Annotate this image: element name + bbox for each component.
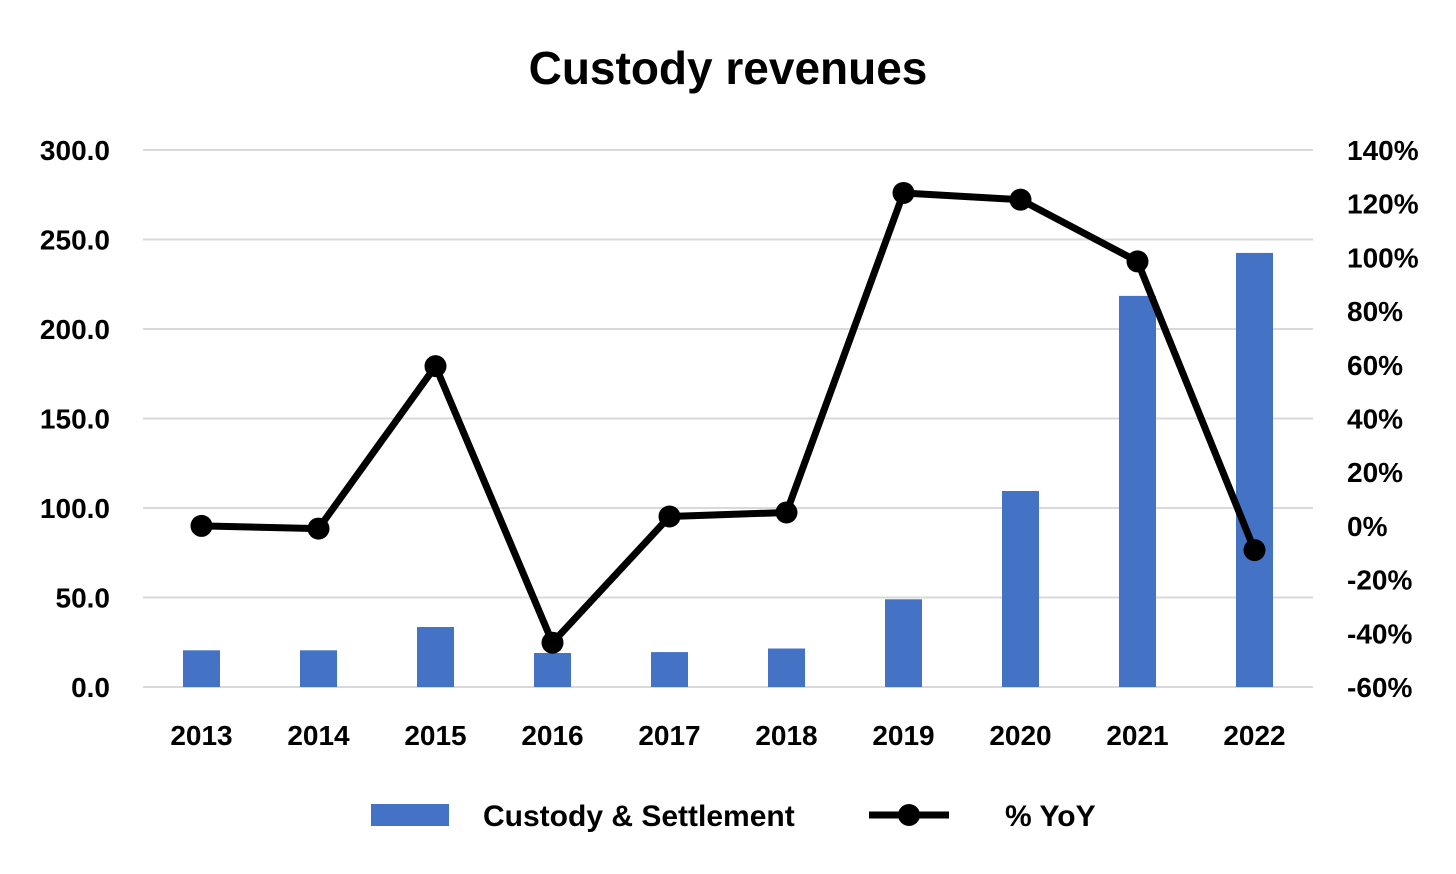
bar-2015 [417, 627, 454, 687]
x-axis-tick-label: 2022 [1223, 720, 1285, 751]
yoy-point-2015 [424, 355, 447, 378]
right-axis-tick-label: 40% [1347, 404, 1403, 435]
gridlines [143, 149, 1313, 688]
right-axis-tick-label: 80% [1347, 296, 1403, 327]
legend-label-yoy: % YoY [1005, 800, 1096, 833]
yoy-point-2019 [892, 181, 915, 204]
yoy-point-2018 [775, 501, 798, 524]
left-axis-tick-label: 250.0 [40, 225, 110, 256]
left-axis-tick-label: 200.0 [40, 314, 110, 345]
legend-label-custody-settlement: Custody & Settlement [483, 800, 795, 833]
yoy-point-2016 [541, 631, 564, 654]
x-axis-tick-label: 2018 [755, 720, 817, 751]
bar-2022 [1236, 252, 1273, 688]
x-axis-tick-label: 2016 [521, 720, 583, 751]
right-axis-tick-label: -20% [1347, 565, 1412, 596]
yoy-point-2022 [1243, 539, 1266, 562]
x-axis-tick-label: 2017 [638, 720, 700, 751]
right-axis-tick-label: 140% [1347, 135, 1419, 166]
bar-2019 [885, 599, 922, 687]
x-axis-tick-label: 2020 [989, 720, 1051, 751]
right-axis-tick-label: 0% [1347, 511, 1388, 542]
right-axis-labels: 140% 120% 100% 80% 60% 40% 20% 0% -20% -40% -60% [1347, 135, 1419, 703]
bar-series [183, 252, 1273, 688]
right-axis-tick-label: -40% [1347, 618, 1412, 649]
left-axis-tick-label: 100.0 [40, 493, 110, 524]
bar-2018 [768, 648, 805, 687]
bar-2017 [651, 652, 688, 687]
right-axis-tick-label: 60% [1347, 350, 1403, 381]
x-axis-tick-label: 2021 [1106, 720, 1168, 751]
bar-2014 [300, 650, 337, 687]
bar-2021 [1119, 295, 1156, 687]
right-axis-tick-label: 20% [1347, 457, 1403, 488]
left-axis-tick-label: 300.0 [40, 135, 110, 166]
legend-swatch-yoy-marker [898, 804, 920, 826]
left-axis-tick-label: 0.0 [71, 672, 110, 703]
bar-2013 [183, 650, 220, 687]
left-axis-labels: 300.0 250.0 200.0 150.0 100.0 50.0 0.0 [40, 135, 110, 703]
yoy-point-2021 [1126, 250, 1149, 273]
left-axis-tick-label: 50.0 [56, 583, 111, 614]
x-axis-tick-label: 2015 [404, 720, 466, 751]
right-axis-tick-label: -60% [1347, 672, 1412, 703]
yoy-point-2020 [1009, 188, 1032, 211]
x-axis-tick-label: 2014 [287, 720, 350, 751]
yoy-line [198, 189, 1258, 647]
yoy-point-2017 [658, 505, 681, 528]
bar-2016 [534, 652, 571, 687]
chart-title: Custody revenues [529, 42, 928, 94]
right-axis-tick-label: 100% [1347, 242, 1419, 273]
line-series [190, 181, 1266, 654]
yoy-point-2014 [307, 517, 330, 540]
x-axis-tick-label: 2019 [872, 720, 934, 751]
legend-swatch-custody-settlement [371, 804, 449, 826]
bar-2020 [1002, 490, 1039, 687]
legend: Custody & Settlement % YoY [371, 800, 1096, 833]
yoy-point-2013 [190, 514, 213, 537]
left-axis-tick-label: 150.0 [40, 404, 110, 435]
x-axis-labels: 2013 2014 2015 2016 2017 2018 2019 2020 2021 2022 [170, 720, 1285, 751]
right-axis-tick-label: 120% [1347, 189, 1419, 220]
x-axis-tick-label: 2013 [170, 720, 232, 751]
